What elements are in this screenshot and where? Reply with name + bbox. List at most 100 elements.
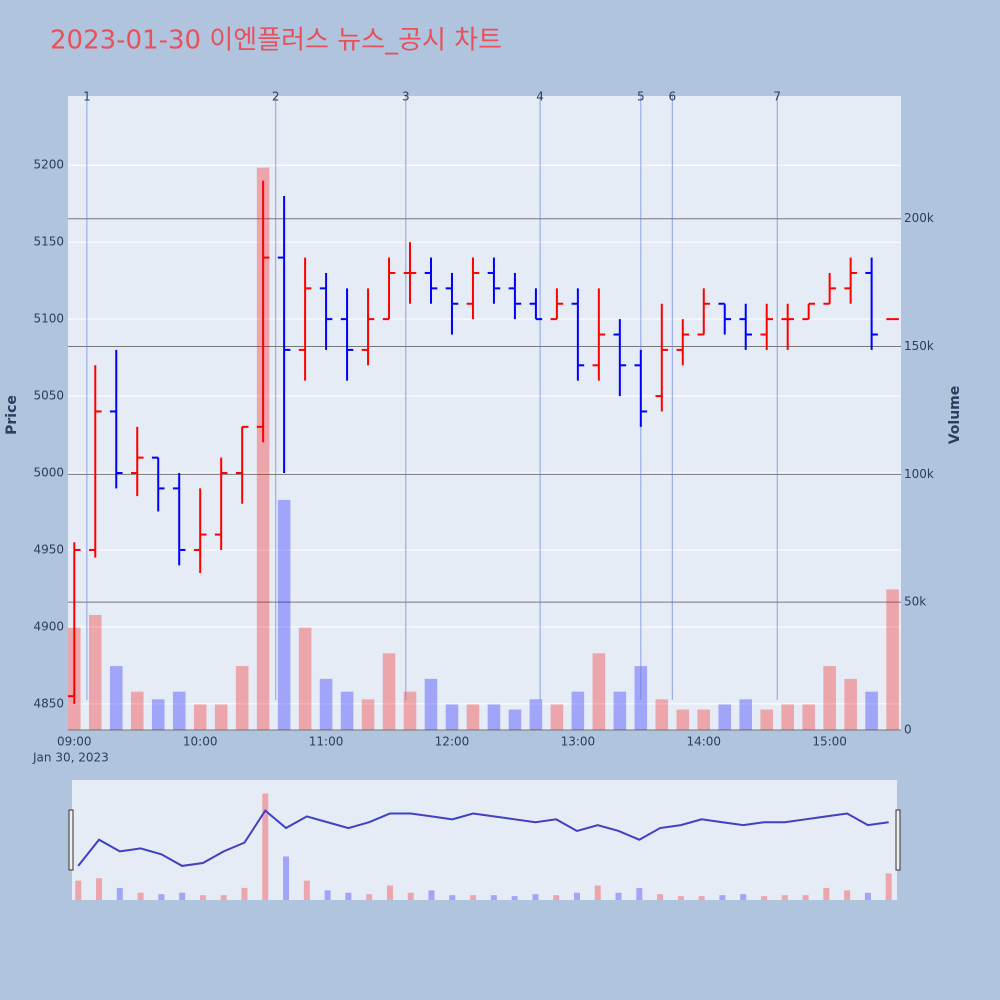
volume-bar: [655, 699, 669, 730]
slider-volume-bar: [677, 896, 684, 900]
volume-bar: [844, 678, 857, 730]
volume-bar: [508, 709, 522, 730]
slider-volume-bar: [781, 895, 788, 900]
slider-volume-bar: [532, 894, 539, 900]
volume-bar: [886, 589, 899, 730]
slider-volume-bar: [698, 896, 705, 900]
plot-area: [68, 96, 901, 730]
slider-volume-bar: [657, 894, 664, 900]
volume-bar: [613, 691, 627, 730]
volume-bar: [88, 614, 102, 730]
news-label: 7: [773, 90, 781, 104]
volume-bar: [529, 699, 543, 730]
x-tick-label: 09:00: [57, 735, 92, 749]
volume-bar: [571, 691, 585, 730]
y-tick-label: 5200: [33, 158, 64, 172]
volume-bar: [823, 666, 836, 730]
volume-bar: [466, 704, 480, 730]
slider-volume-bar: [75, 880, 82, 900]
slider-volume-bar: [137, 892, 144, 900]
slider-volume-bar: [573, 892, 580, 900]
slider-volume-bar: [615, 892, 622, 900]
volume-bar: [130, 691, 144, 730]
y-tick-label: 5000: [33, 466, 64, 480]
y2-tick-label: 100k: [904, 467, 934, 481]
x-tick-label: 12:00: [435, 735, 470, 749]
y2-axis-title: Volume: [947, 386, 963, 445]
slider-volume-bar: [324, 890, 331, 900]
volume-bar: [193, 704, 207, 730]
news-label: 3: [402, 90, 410, 104]
slider-volume-bar: [116, 887, 123, 900]
slider-volume-bar: [490, 895, 497, 900]
slider-volume-bar: [428, 890, 435, 900]
slider-volume-bar: [594, 885, 601, 900]
x-tick-label: 10:00: [183, 735, 218, 749]
slider-volume-bar: [823, 887, 830, 900]
volume-bar: [592, 653, 606, 730]
volume-bar: [676, 709, 690, 730]
slider-volume-bar: [885, 873, 892, 900]
y-tick-label: 4950: [33, 542, 64, 556]
slider-volume-bar: [511, 896, 518, 900]
volume-bar: [151, 699, 165, 730]
slider-volume-bar: [386, 885, 393, 900]
y-tick-label: 4850: [33, 696, 64, 710]
slider-volume-bar: [96, 878, 103, 900]
y-tick-label: 5150: [33, 235, 64, 249]
volume-bar: [865, 691, 878, 730]
slider-volume-bar: [864, 892, 871, 900]
volume-bar: [403, 691, 417, 730]
volume-bar: [235, 666, 249, 730]
y2-tick-label: 200k: [904, 211, 934, 225]
news-label: 4: [536, 90, 544, 104]
volume-bar: [361, 699, 375, 730]
slider-volume-bar: [179, 892, 186, 900]
news-label: 5: [637, 90, 645, 104]
x-tick-label: 13:00: [561, 735, 596, 749]
volume-bar: [718, 704, 732, 730]
news-label: 6: [668, 90, 676, 104]
slider-volume-bar: [636, 887, 643, 900]
slider-line: [77, 809, 889, 867]
x-tick-label: 15:00: [812, 735, 847, 749]
slider-volume-bar: [303, 880, 310, 900]
slider-volume-bar: [345, 892, 352, 900]
volume-bar: [382, 653, 396, 730]
slider-volume-bar: [283, 856, 290, 900]
volume-bar: [445, 704, 459, 730]
slider-volume-bar: [158, 894, 165, 900]
y-axis-title: Price: [4, 395, 20, 435]
x-tick-label: 14:00: [686, 735, 721, 749]
volume-bar: [550, 704, 564, 730]
slider-volume-bar: [740, 894, 747, 900]
y-tick-label: 5050: [33, 389, 64, 403]
volume-bar: [214, 704, 228, 730]
x-date-label: Jan 30, 2023: [32, 751, 109, 765]
slider-volume-bar: [241, 887, 248, 900]
slider-volume-bar: [470, 895, 477, 900]
y-tick-label: 5100: [33, 312, 64, 326]
volume-bar: [319, 678, 333, 730]
news-label: 2: [272, 90, 280, 104]
slider-volume-bar: [262, 793, 269, 900]
slider-volume-bar: [366, 894, 373, 900]
volume-bar: [256, 167, 270, 731]
volume-bar: [697, 709, 711, 730]
slider-volume-bar: [449, 895, 456, 900]
slider-handle: [895, 809, 901, 871]
slider-volume-bar: [407, 892, 414, 900]
slider-volume-bar: [802, 895, 809, 900]
y2-tick-label: 0: [904, 723, 912, 737]
volume-bar: [340, 691, 354, 730]
y2-tick-label: 150k: [904, 339, 934, 353]
x-tick-label: 11:00: [309, 735, 344, 749]
y2-tick-label: 50k: [904, 595, 926, 609]
volume-bar: [781, 704, 794, 730]
slider-volume-bar: [719, 895, 726, 900]
news-label: 1: [83, 90, 91, 104]
volume-bar: [424, 678, 438, 730]
y-tick-label: 4900: [33, 619, 64, 633]
range-slider: [72, 780, 897, 900]
